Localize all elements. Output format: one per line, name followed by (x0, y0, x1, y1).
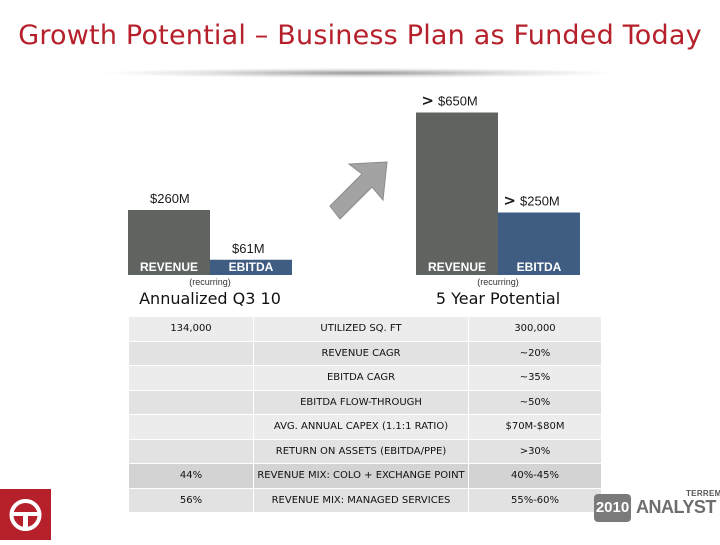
bar-value-label: $650M (438, 94, 478, 109)
row-left-value: 134,000 (128, 316, 254, 342)
row-left-value (128, 365, 254, 391)
row-left-value (128, 438, 254, 464)
bar-series-label: REVENUE (428, 260, 486, 274)
row-metric: UTILIZED SQ. FT (253, 316, 469, 342)
row-left-value: 56% (128, 487, 254, 513)
row-right-value: >30% (468, 438, 602, 464)
row-right-value: 55%-60% (468, 487, 602, 513)
table-row: 56% REVENUE MIX: MANAGED SERVICES 55%-60% (128, 487, 602, 513)
row-metric: REVENUE MIX: COLO + EXCHANGE POINT (253, 463, 469, 489)
table-row: EBITDA FLOW-THROUGH ~50% (128, 389, 602, 415)
table-row: EBITDA CAGR ~35% (128, 365, 602, 391)
table-row: AVG. ANNUAL CAPEX (1.1:1 RATIO) $70M-$80M (128, 414, 602, 440)
event-logo: TERREMARK 2010 ANALYST DAY (594, 489, 720, 529)
table-row: RETURN ON ASSETS (EBITDA/PPE) >30% (128, 438, 602, 464)
row-metric: REVENUE CAGR (253, 340, 469, 366)
row-right-value: ~20% (468, 340, 602, 366)
row-right-value: ~50% (468, 389, 602, 415)
row-right-value: ~35% (468, 365, 602, 391)
row-metric: EBITDA CAGR (253, 365, 469, 391)
bar-series-label: EBITDA (517, 260, 562, 274)
row-right-value: 300,000 (468, 316, 602, 342)
page-title: Growth Potential – Business Plan as Fund… (18, 20, 702, 51)
row-metric: EBITDA FLOW-THROUGH (253, 389, 469, 415)
bar-revenue-1 (416, 112, 498, 275)
table-row: 44% REVENUE MIX: COLO + EXCHANGE POINT 40%… (128, 463, 602, 489)
row-metric: RETURN ON ASSETS (EBITDA/PPE) (253, 438, 469, 464)
table-row: REVENUE CAGR ~20% (128, 340, 602, 366)
table-row: 134,000 UTILIZED SQ. FT 300,000 (128, 316, 602, 342)
value-prefix-label: > (503, 192, 516, 210)
growth-arrow-icon (329, 161, 388, 220)
row-right-value: 40%-45% (468, 463, 602, 489)
bar-ebitda-0 (210, 259, 292, 275)
bar-series-label: REVENUE (140, 260, 198, 274)
row-left-value (128, 389, 254, 415)
bar-value-label: $61M (232, 241, 265, 256)
bar-value-label: $260M (150, 191, 190, 206)
event-name: ANALYST DAY (636, 497, 720, 517)
row-left-value (128, 414, 254, 440)
metrics-table: 134,000 UTILIZED SQ. FT 300,000 REVENUE CAG… (128, 316, 602, 513)
title-divider (105, 68, 615, 78)
company-logo-icon (9, 499, 42, 531)
growth-bar-chart: REVENUE $260M EBITDA $61M (recurring) Annuali… (128, 92, 580, 308)
recurring-note: (recurring) (189, 277, 231, 287)
row-left-value: 44% (128, 463, 254, 489)
event-brand: TERREMARK (686, 489, 720, 498)
bar-revenue-0 (128, 210, 210, 275)
category-label: Annualized Q3 10 (139, 289, 281, 308)
recurring-note: (recurring) (477, 277, 519, 287)
company-logo (0, 489, 51, 540)
row-metric: REVENUE MIX: MANAGED SERVICES (253, 487, 469, 513)
bar-ebitda-1 (498, 212, 580, 275)
row-left-value (128, 340, 254, 366)
row-right-value: $70M-$80M (468, 414, 602, 440)
bar-value-label: $250M (520, 194, 560, 209)
category-label: 5 Year Potential (436, 289, 560, 308)
value-prefix-label: > (421, 92, 434, 110)
bar-series-label: EBITDA (229, 260, 274, 274)
event-year: 2010 (594, 494, 631, 522)
row-metric: AVG. ANNUAL CAPEX (1.1:1 RATIO) (253, 414, 469, 440)
